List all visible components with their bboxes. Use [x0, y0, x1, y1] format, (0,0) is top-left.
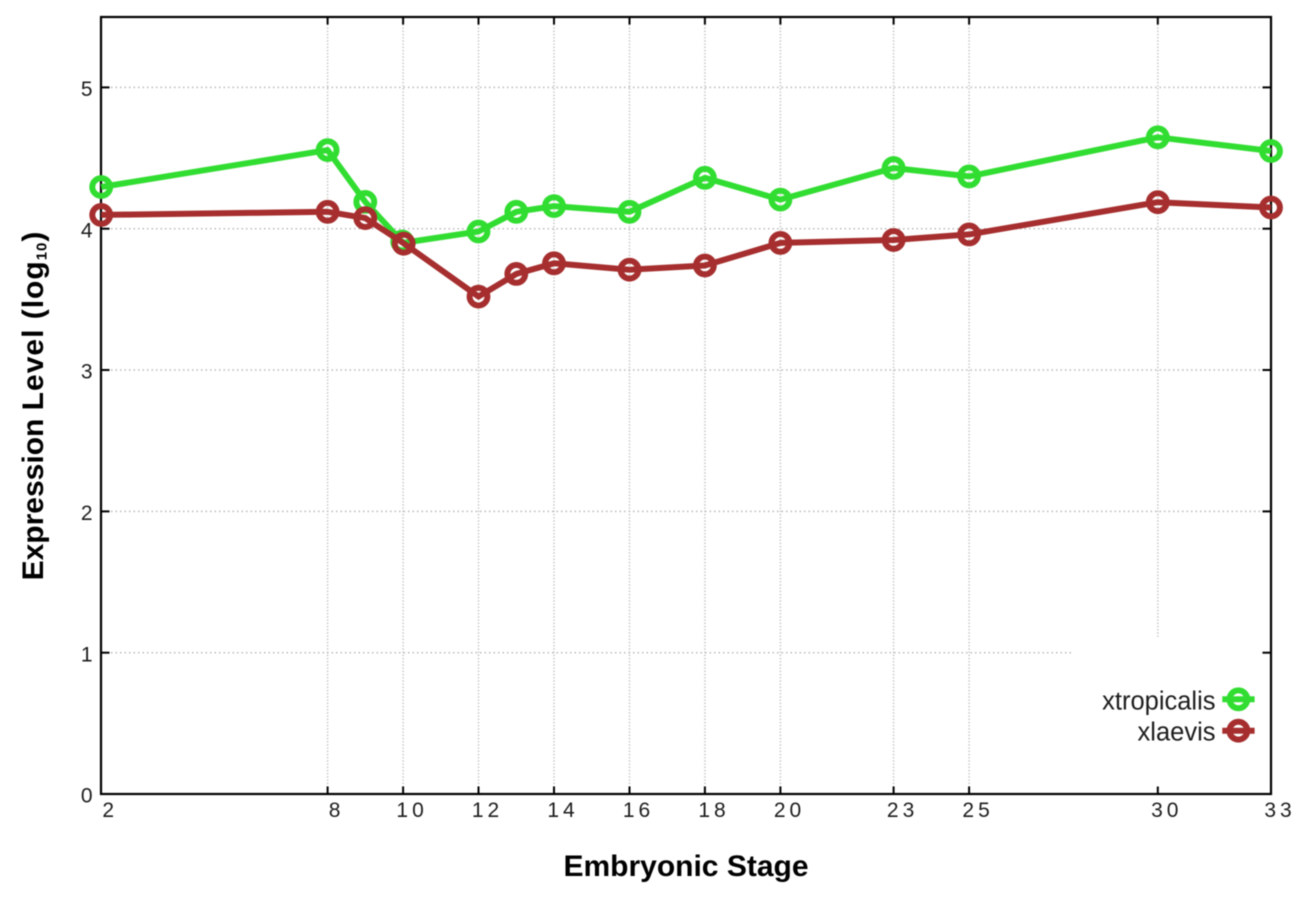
- svg-text:30: 30: [1151, 799, 1182, 822]
- svg-text:18: 18: [698, 799, 729, 822]
- svg-text:23: 23: [887, 799, 918, 822]
- svg-text:8: 8: [329, 799, 345, 822]
- svg-text:5: 5: [81, 78, 93, 101]
- svg-text:Expression Level (log10): Expression Level (log10): [17, 232, 51, 581]
- svg-text:Embryonic Stage: Embryonic Stage: [563, 850, 808, 883]
- svg-text:20: 20: [774, 799, 805, 822]
- svg-text:xlaevis: xlaevis: [1138, 719, 1216, 747]
- svg-text:33: 33: [1264, 799, 1295, 822]
- svg-text:3: 3: [81, 361, 93, 384]
- svg-text:10: 10: [396, 799, 427, 822]
- svg-text:xtropicalis: xtropicalis: [1102, 688, 1215, 716]
- svg-text:0: 0: [81, 785, 93, 808]
- svg-text:1: 1: [81, 643, 93, 666]
- svg-text:4: 4: [81, 219, 93, 242]
- svg-text:16: 16: [623, 799, 654, 822]
- svg-text:25: 25: [962, 799, 993, 822]
- svg-text:14: 14: [547, 799, 578, 822]
- svg-text:2: 2: [81, 502, 93, 525]
- svg-text:2: 2: [102, 799, 118, 822]
- svg-text:12: 12: [472, 799, 503, 822]
